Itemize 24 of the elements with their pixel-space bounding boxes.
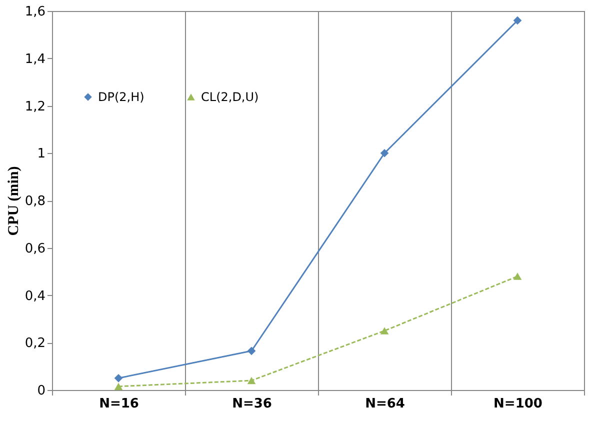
y-tick-label: 1,2 <box>24 99 46 114</box>
y-tick-label: 0,8 <box>24 194 46 209</box>
point <box>513 16 522 25</box>
legend-label: CL(2,D,U) <box>201 90 259 104</box>
y-tick-label: 1,6 <box>24 4 46 20</box>
y-tick-label: 0 <box>37 384 46 398</box>
x-tick-label: N=64 <box>365 396 405 412</box>
point <box>247 346 256 356</box>
point <box>114 374 123 382</box>
point <box>114 382 123 390</box>
point <box>247 376 256 384</box>
x-tick-label: N=36 <box>232 396 272 412</box>
legend-label: DP(2,H) <box>98 90 144 104</box>
y-tick-label: 0,4 <box>24 288 46 304</box>
x-tick-label: N=16 <box>99 396 139 412</box>
y-tick-label: 0,2 <box>24 336 46 352</box>
x-tick-label: N=100 <box>494 396 542 412</box>
y-tick-label: 1 <box>37 146 46 162</box>
point <box>380 148 389 158</box>
y-axis-title: CPU (min) <box>6 166 22 236</box>
y-tick-label: 0,6 <box>24 241 46 256</box>
point <box>380 327 389 334</box>
point <box>513 272 522 280</box>
y-tick-label: 1,4 <box>24 52 46 67</box>
